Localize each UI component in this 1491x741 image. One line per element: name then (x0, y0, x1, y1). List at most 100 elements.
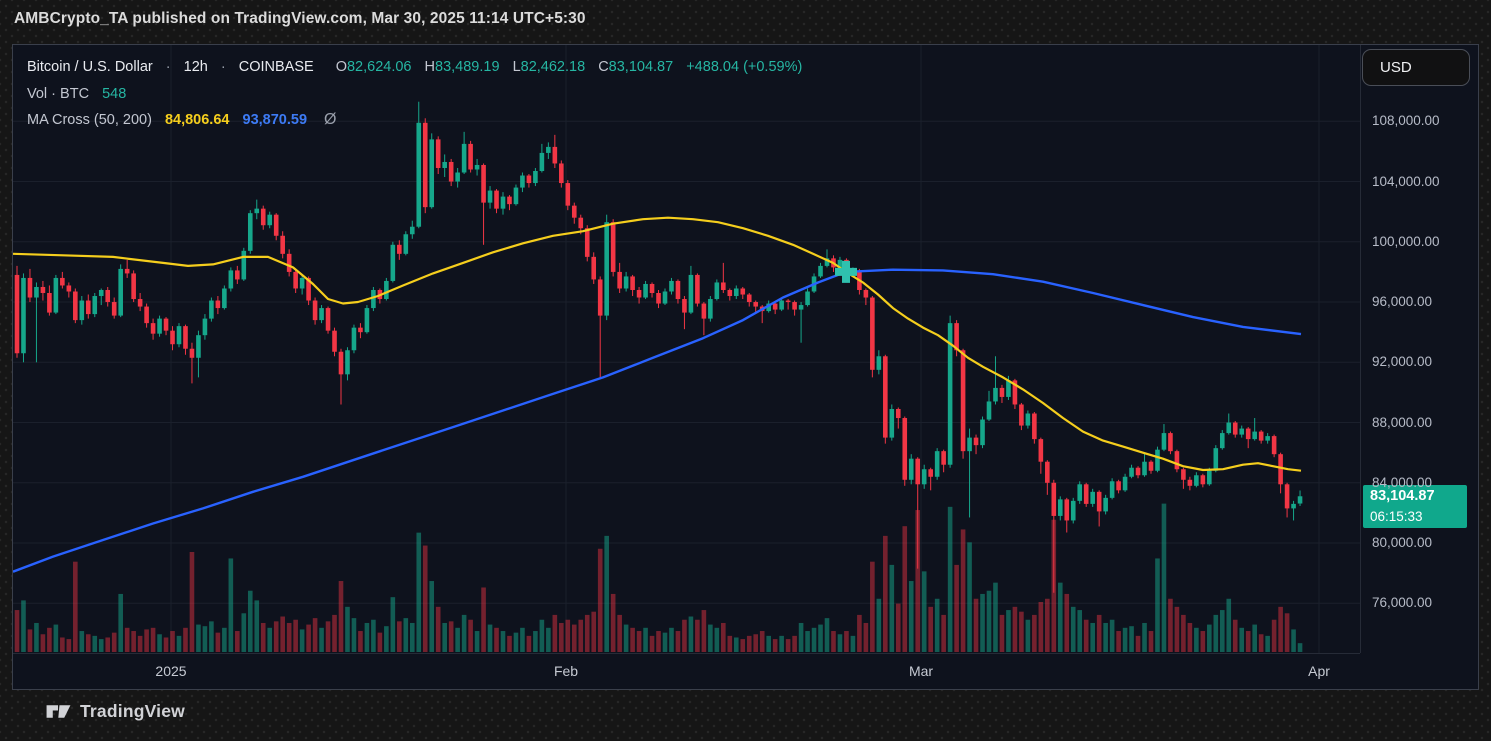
volume-bar (870, 561, 875, 652)
candle-body (785, 300, 791, 303)
volume-bar (604, 535, 609, 652)
volume-bar (286, 622, 292, 652)
price-tick-label: 88,000.00 (1372, 414, 1433, 430)
candle-body (124, 268, 130, 274)
candle-body (1232, 422, 1238, 435)
candle-body (779, 300, 784, 310)
candle-body (571, 205, 577, 218)
volume-bar (267, 627, 273, 652)
candle-body (798, 305, 804, 310)
candle-body (293, 271, 298, 289)
volume-bar (53, 624, 59, 652)
candle-body (928, 469, 933, 477)
candle-body (228, 270, 234, 289)
volume-bar (209, 621, 214, 652)
candle-body (306, 277, 311, 301)
candle-body (727, 289, 733, 297)
volume-bar (649, 635, 655, 652)
volume-bar (546, 627, 551, 652)
candle-body (1239, 428, 1245, 435)
volume-bar (584, 614, 590, 652)
candle-body (448, 161, 454, 182)
candle-body (325, 308, 331, 331)
volume-bar (1200, 631, 1206, 652)
volume-bar (21, 600, 26, 652)
volume-bar (124, 627, 130, 652)
volume-bar (798, 622, 804, 652)
volume-bar (364, 622, 370, 652)
candle-body (520, 175, 525, 188)
currency-toggle-button[interactable]: USD (1362, 49, 1470, 86)
volume-bar (1083, 619, 1089, 652)
volume-bar (371, 619, 376, 652)
candle-body (688, 274, 694, 313)
volume-bar (1116, 631, 1121, 652)
volume-bar (273, 621, 279, 652)
volume-bar (746, 635, 752, 652)
candle-body (960, 350, 966, 452)
volume-bar (118, 593, 123, 652)
price-chart[interactable] (13, 45, 1360, 653)
candle-body (137, 299, 143, 307)
volume-bar (766, 635, 771, 652)
candle-body (1181, 469, 1186, 480)
volume-bar (520, 627, 525, 652)
candle-body (721, 282, 726, 290)
volume-label: Vol · BTC (27, 85, 90, 102)
volume-bar (876, 598, 882, 652)
interval-label: 12h (183, 59, 208, 75)
time-axis[interactable]: 2025 Feb Mar Apr (13, 653, 1360, 691)
volume-bar (384, 626, 389, 652)
candle-body (34, 286, 39, 298)
volume-bar (792, 635, 797, 652)
volume-bar (312, 618, 318, 652)
volume-bar (481, 587, 486, 652)
candle-body (1057, 499, 1063, 516)
volume-bar (235, 631, 240, 652)
volume-bar (759, 631, 765, 652)
volume-bar (189, 552, 195, 652)
candle-body (1252, 431, 1257, 440)
candle-body (1135, 467, 1141, 476)
candle-body (1032, 413, 1037, 440)
volume-bar (1239, 627, 1245, 652)
candle-body (79, 300, 85, 321)
volume-value: 548 (102, 85, 127, 102)
candle-body (1174, 451, 1180, 470)
ma50-line (13, 216, 1302, 472)
price-axis[interactable]: 83,104.87 06:15:33 108,000.00 104,000.00 1… (1360, 45, 1480, 653)
candle-body (1207, 470, 1212, 485)
volume-bar (617, 614, 622, 652)
candle-body (222, 288, 227, 309)
candle-body (1090, 491, 1095, 504)
candle-body (40, 286, 46, 294)
volume-bar (682, 619, 687, 652)
footer-brand[interactable]: TradingView (45, 701, 185, 722)
candle-body (695, 274, 700, 304)
volume-bar (260, 622, 266, 652)
candle-body (643, 283, 648, 298)
volume-bar (714, 627, 720, 652)
tradingview-logo-icon (46, 705, 71, 718)
candle-body (111, 302, 117, 316)
candle-body (397, 244, 402, 254)
candle-body (1187, 479, 1193, 486)
candle-body (98, 289, 104, 297)
candle-body (53, 277, 59, 313)
volume-bar (241, 613, 247, 652)
volume-bar (325, 621, 331, 652)
candle-body (280, 235, 285, 254)
volume-bar (448, 621, 454, 652)
ma50-value: 84,806.64 (164, 112, 230, 128)
open-value: 82,624.06 (346, 59, 412, 75)
candle-body (286, 253, 292, 272)
candle-body (1278, 454, 1283, 485)
candle-body (649, 283, 655, 294)
volume-bar (740, 639, 746, 652)
volume-bar (507, 635, 512, 652)
candle-body (565, 183, 571, 206)
volume-bar (163, 637, 169, 652)
volume-bar (727, 635, 733, 652)
candle-body (312, 300, 318, 321)
candle-body (1129, 467, 1134, 477)
